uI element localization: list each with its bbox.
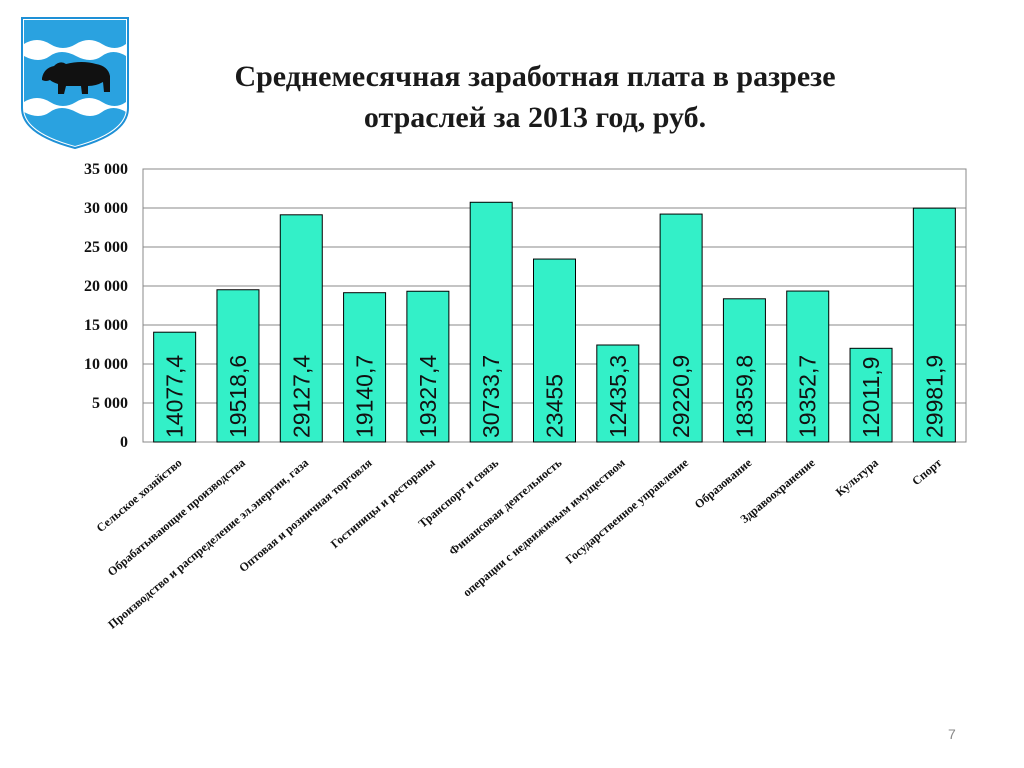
coat-of-arms-emblem — [21, 17, 129, 150]
x-category-label: Культура — [833, 456, 881, 500]
bar-data-label: 14077,4 — [162, 355, 188, 438]
bar — [722, 298, 766, 443]
bar-data-label: 29127,4 — [288, 355, 314, 438]
x-category-label: Финансовая деятельность — [446, 455, 565, 558]
bar — [533, 258, 576, 443]
bar-data-label: 19327,4 — [415, 355, 441, 438]
bar-data-label: 29981,9 — [921, 355, 947, 438]
bar — [786, 290, 830, 443]
chart-title-line-1: Среднемесячная заработная плата в разрез… — [234, 60, 836, 93]
chart-title-line-2: отраслей за 2013 год, руб. — [363, 101, 707, 134]
y-tick-label: 30 000 — [84, 200, 128, 217]
y-tick-label: 10 000 — [84, 356, 128, 373]
page-number: 7 — [948, 726, 956, 742]
bar-data-label: 29220,9 — [668, 355, 694, 438]
bar — [406, 290, 450, 443]
x-category-label: Спорт — [909, 456, 944, 489]
y-tick-label: 20 000 — [84, 278, 128, 295]
bar-data-label: 19352,7 — [795, 355, 821, 438]
bar — [343, 292, 387, 443]
bar-data-label: 12011,9 — [858, 357, 884, 438]
chart-title: Среднемесячная заработная плата в разрез… — [150, 56, 920, 138]
bar — [659, 213, 703, 443]
y-tick-label: 0 — [120, 434, 128, 451]
y-tick-label: 15 000 — [84, 317, 128, 334]
bar — [153, 331, 197, 443]
bar-data-label: 18359,8 — [731, 355, 757, 438]
bar — [279, 214, 323, 443]
y-tick-label: 5 000 — [92, 395, 128, 412]
bar-data-label: 30733,7 — [478, 355, 504, 438]
x-category-label: Гостиницы и рестораны — [328, 455, 439, 551]
bar — [216, 289, 260, 443]
bar — [596, 344, 640, 443]
bar-data-label: 19140,7 — [352, 355, 378, 438]
bar-data-label: 12435,3 — [605, 355, 631, 438]
bar-data-label: 19518,6 — [225, 355, 251, 438]
x-category-label: Оптовая и розничная торговля — [236, 455, 375, 575]
bar — [469, 201, 513, 443]
bar — [849, 347, 893, 443]
bar — [912, 207, 956, 443]
y-tick-label: 25 000 — [84, 239, 128, 256]
x-category-label: Образование — [692, 455, 755, 511]
bar-data-label: 23455 — [542, 374, 568, 438]
y-tick-label: 35 000 — [84, 161, 128, 178]
x-category-label: Государственное управление — [563, 455, 692, 566]
